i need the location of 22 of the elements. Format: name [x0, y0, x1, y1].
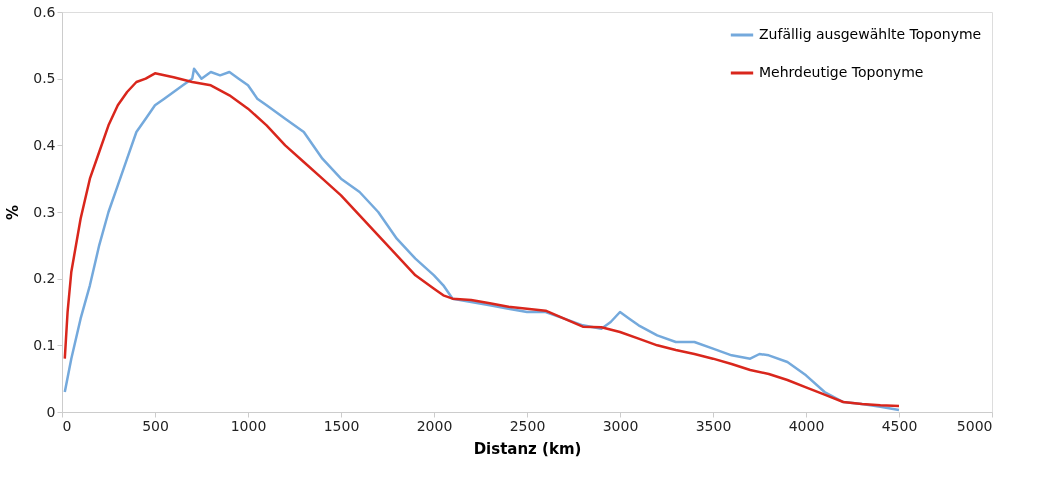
- y-tick-label: 0.4: [33, 136, 56, 153]
- x-tick-label: 500: [142, 417, 169, 434]
- y-tick-label: 0.1: [33, 336, 56, 353]
- legend-label: Zufällig ausgewählte Toponyme: [759, 26, 982, 42]
- x-axis-title: Distanz (km): [473, 439, 582, 458]
- y-tick-label: 0.6: [33, 3, 56, 20]
- y-tick-label: 0.5: [33, 70, 56, 87]
- x-tick-label: 2500: [509, 417, 546, 434]
- x-tick-label: 5000: [956, 417, 993, 434]
- x-tick-label: 1000: [230, 417, 267, 434]
- y-tick-label: 0.2: [33, 270, 56, 287]
- y-axis-title: %: [4, 204, 23, 221]
- x-tick-label: 2000: [416, 417, 453, 434]
- x-tick-label: 4500: [881, 417, 918, 434]
- legend-label: Mehrdeutige Toponyme: [759, 64, 924, 80]
- y-tick-label: 0.3: [33, 203, 56, 220]
- x-tick-label: 4000: [788, 417, 825, 434]
- x-tick-label: 1500: [323, 417, 360, 434]
- y-tick-label: 0: [46, 403, 56, 420]
- x-tick-label: 3000: [602, 417, 639, 434]
- x-tick-label: 3500: [695, 417, 732, 434]
- x-tick-label: 0: [62, 417, 72, 434]
